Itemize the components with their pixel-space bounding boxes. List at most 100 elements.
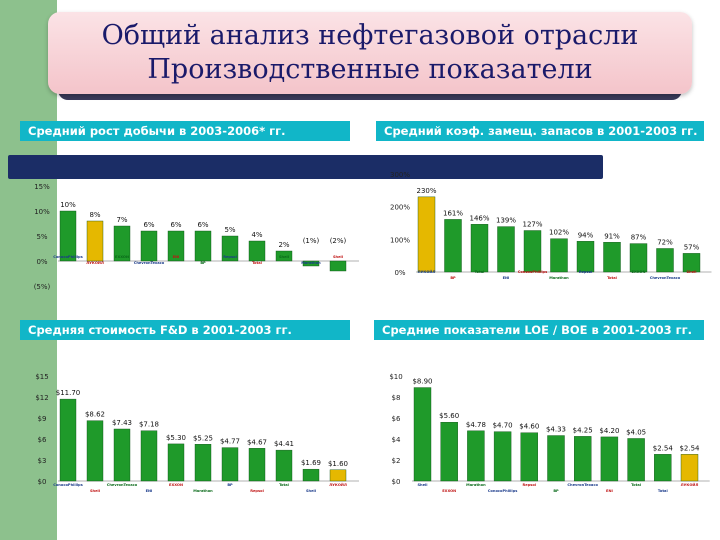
data-label: $5.25 xyxy=(193,434,213,442)
company-label: EXXON xyxy=(442,489,456,493)
data-label: 7% xyxy=(116,216,127,224)
company-label: Total xyxy=(607,276,617,280)
company-label: EXXON xyxy=(115,255,129,259)
bar xyxy=(302,260,320,267)
bar xyxy=(603,242,621,273)
y-tick-label: 300% xyxy=(390,171,410,179)
company-label: Shell xyxy=(279,255,289,259)
bar xyxy=(329,469,347,482)
side-decor-strip xyxy=(0,0,57,540)
bar xyxy=(329,260,347,272)
company-label: BP xyxy=(200,261,206,265)
bar xyxy=(275,250,293,262)
data-label: $4.60 xyxy=(519,423,539,431)
y-tick-label: $8 xyxy=(392,394,401,402)
company-label: ENI xyxy=(606,489,613,493)
company-label: ENI xyxy=(503,276,510,280)
bar xyxy=(470,224,489,273)
company-label: Repsol xyxy=(223,255,237,259)
data-label: 57% xyxy=(684,243,700,251)
bar xyxy=(59,210,77,262)
bar xyxy=(497,226,515,273)
company-label: Total xyxy=(475,270,485,274)
bar xyxy=(221,447,239,482)
data-label: $5.30 xyxy=(166,434,186,442)
bar xyxy=(302,468,320,482)
company-label: BP xyxy=(227,483,233,487)
company-label: Marathon xyxy=(549,276,569,280)
company-label: ChevronTexaco xyxy=(650,276,681,280)
bar xyxy=(194,444,212,482)
data-label: $4.77 xyxy=(220,438,240,446)
company-label: Shell xyxy=(417,483,427,487)
data-label: 127% xyxy=(522,221,542,229)
company-label: Marathon xyxy=(301,261,321,265)
company-label: ЛУКОЙЛ xyxy=(681,482,699,487)
bar xyxy=(576,241,595,273)
bar xyxy=(59,398,77,482)
bar xyxy=(167,230,185,262)
y-tick-label: 0% xyxy=(394,269,405,277)
data-label: $4.67 xyxy=(247,438,267,446)
data-label: $8.90 xyxy=(412,378,432,386)
navigation-bar xyxy=(8,155,603,179)
y-tick-label: 100% xyxy=(390,236,410,244)
company-label: Total xyxy=(279,483,289,487)
y-tick-label: $6 xyxy=(38,436,47,444)
bar xyxy=(113,225,131,262)
company-label: ЛУКОЙЛ xyxy=(418,269,436,274)
panel-header-production-growth: Средний рост добычи в 2003-2006* гг. xyxy=(20,121,350,141)
bar xyxy=(440,422,458,482)
data-label: 6% xyxy=(170,221,181,229)
bar xyxy=(444,219,462,273)
bar xyxy=(140,430,158,482)
chart-production-growth: (5%) 0% 5% 10% 15% 10% ConocoPhillips 8% ЛУКОЙЛ 7… xyxy=(34,183,359,291)
data-label: $4.25 xyxy=(573,426,593,434)
company-label: ChevronTexaco xyxy=(567,483,598,487)
data-label: (1%) xyxy=(303,237,320,245)
y-tick-label: $10 xyxy=(389,373,402,381)
company-label: BP xyxy=(450,276,456,280)
data-label: $8.62 xyxy=(85,411,105,419)
company-label: Shell xyxy=(686,270,696,274)
bar xyxy=(520,432,539,482)
data-label: 6% xyxy=(143,221,154,229)
data-label: 161% xyxy=(443,209,463,217)
slide-title-line1: Общий анализ нефтегазовой отрасли xyxy=(101,20,639,51)
company-label: Total xyxy=(658,489,668,493)
y-tick-label: $6 xyxy=(392,415,401,423)
data-label: 102% xyxy=(549,229,569,237)
bar xyxy=(600,436,619,482)
data-label: 6% xyxy=(197,221,208,229)
bar xyxy=(550,238,568,273)
data-label: $7.18 xyxy=(139,421,159,429)
company-label: ChevronTexaco xyxy=(134,261,165,265)
company-label: ConocoPhillips xyxy=(488,489,518,493)
bar xyxy=(629,243,648,273)
company-label: EXXON xyxy=(632,270,646,274)
y-tick-label: (5%) xyxy=(34,283,51,291)
y-tick-label: $12 xyxy=(35,394,48,402)
data-label: 87% xyxy=(631,234,647,242)
y-tick-label: $3 xyxy=(38,457,47,465)
company-label: ЛУКОЙЛ xyxy=(86,260,104,265)
data-label: 72% xyxy=(657,238,673,246)
y-tick-label: 15% xyxy=(34,183,50,191)
data-label: 5% xyxy=(224,226,235,234)
bar xyxy=(523,230,542,273)
data-label: $4.20 xyxy=(599,427,619,435)
data-label: 91% xyxy=(604,232,620,240)
data-label: 146% xyxy=(469,214,489,222)
company-label: ConocoPhillips xyxy=(53,483,83,487)
data-label: $7.43 xyxy=(112,419,132,427)
company-label: Shell xyxy=(90,489,100,493)
data-label: 139% xyxy=(496,217,516,225)
company-label: Shell xyxy=(306,489,316,493)
data-label: 10% xyxy=(60,201,76,209)
bar xyxy=(167,443,185,482)
data-label: 94% xyxy=(578,231,594,239)
chart-reserve-replacement: 0% 100% 200% 300% 230% ЛУКОЙЛ 161% BP 146% Total 1… xyxy=(390,171,712,280)
data-label: 230% xyxy=(416,187,436,195)
data-label: $2.54 xyxy=(653,444,674,452)
slide-title-box: Общий анализ нефтегазовой отрасли Произв… xyxy=(48,12,692,94)
